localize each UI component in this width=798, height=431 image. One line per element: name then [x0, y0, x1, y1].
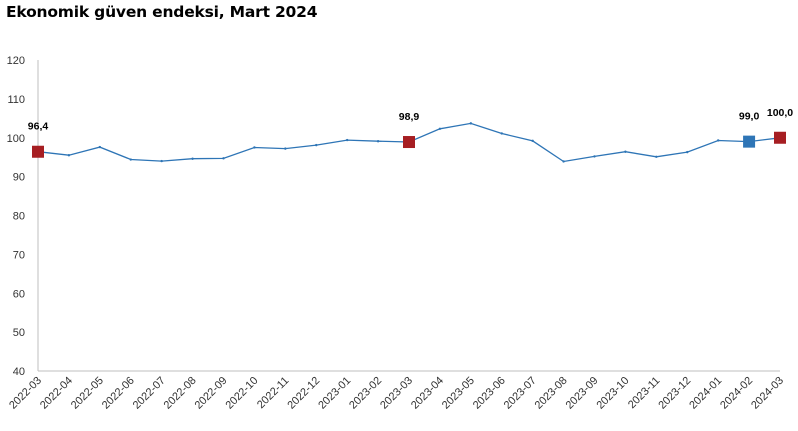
x-tick-label: 2024-02: [718, 375, 755, 412]
y-axis: 40 50 60 70 80 90 100 110 120: [7, 55, 39, 378]
data-point: [438, 127, 442, 131]
x-tick-label: 2022-06: [100, 375, 137, 412]
data-point: [469, 122, 473, 125]
data-point: [253, 146, 256, 149]
x-tick-label: 2022-10: [224, 375, 261, 412]
x-tick-label: 2024-01: [687, 375, 724, 412]
x-axis: 2022-032022-042022-052022-062022-072022-…: [7, 370, 786, 412]
data-label: 99,0: [739, 111, 760, 123]
y-tick-label: 60: [13, 288, 25, 300]
data-point: [562, 160, 565, 163]
data-point: [191, 157, 194, 160]
data-point: [531, 139, 534, 143]
data-point: [129, 158, 132, 161]
y-tick-label: 110: [7, 94, 25, 106]
x-tick-label: 2023-06: [471, 375, 508, 412]
data-point: [500, 132, 503, 135]
data-label: 100,0: [767, 107, 793, 119]
data-point: [376, 140, 380, 143]
data-point: [67, 154, 71, 157]
data-point: [686, 150, 689, 154]
x-tick-label: 2023-05: [440, 375, 477, 412]
x-tick-label: 2023-04: [409, 375, 446, 412]
x-tick-label: 2022-05: [69, 375, 106, 412]
x-tick-label: 2023-07: [502, 375, 539, 412]
x-tick-label: 2023-10: [595, 375, 632, 412]
highlight-marker: [32, 145, 44, 158]
y-tick-label: 120: [7, 55, 25, 67]
x-tick-label: 2023-02: [347, 375, 384, 412]
x-tick-label: 2022-03: [7, 375, 44, 412]
highlight-markers: 96,4 98,9 99,0 100,0: [28, 107, 793, 158]
data-point: [315, 143, 318, 147]
x-tick-label: 2022-12: [285, 375, 322, 412]
data-label: 96,4: [28, 121, 49, 133]
x-tick-label: 2023-09: [564, 375, 601, 412]
data-point: [655, 155, 658, 158]
highlight-marker: [774, 131, 786, 144]
y-tick-label: 100: [7, 133, 25, 145]
data-point: [222, 157, 225, 160]
x-tick-label: 2024-03: [749, 375, 786, 412]
chart-title: Ekonomik güven endeksi, Mart 2024: [6, 3, 318, 21]
data-point: [160, 159, 163, 163]
y-tick-label: 70: [13, 249, 25, 261]
x-tick-label: 2023-11: [626, 375, 662, 411]
data-point: [624, 150, 627, 153]
y-tick-label: 40: [13, 366, 25, 378]
data-label: 98,9: [399, 111, 420, 123]
x-tick-label: 2023-01: [316, 375, 353, 412]
highlight-marker: [403, 136, 415, 149]
y-tick-label: 50: [13, 327, 25, 339]
data-point: [98, 145, 102, 149]
y-tick-label: 80: [13, 211, 25, 223]
data-point: [593, 155, 596, 158]
y-tick-label: 90: [13, 172, 25, 184]
x-tick-label: 2022-08: [162, 375, 199, 412]
x-tick-label: 2022-11: [255, 375, 291, 411]
x-tick-label: 2022-07: [131, 375, 168, 412]
x-tick-label: 2022-04: [38, 375, 75, 412]
x-tick-label: 2022-09: [193, 375, 230, 412]
x-tick-label: 2023-03: [378, 375, 415, 412]
highlight-marker: [743, 135, 756, 148]
data-point: [716, 139, 720, 142]
data-point: [284, 147, 287, 150]
x-tick-label: 2023-08: [533, 375, 570, 412]
x-tick-label: 2023-12: [656, 375, 693, 412]
data-point: [345, 138, 349, 142]
